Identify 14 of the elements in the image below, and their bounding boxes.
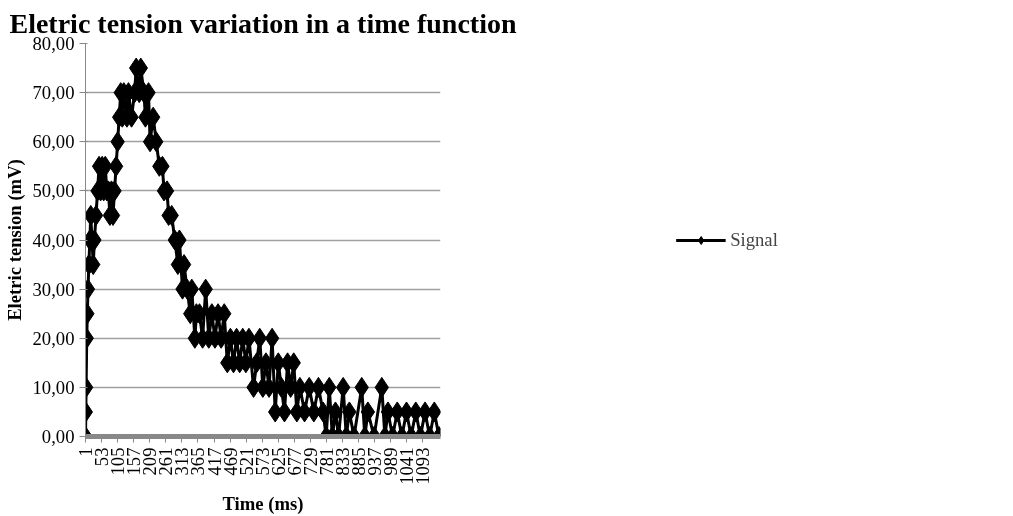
y-tick-label: 0,00 [41, 426, 75, 447]
y-tick-label: 60,00 [32, 131, 75, 153]
y-tick-label: 50,00 [32, 180, 75, 202]
y-tick-label: 40,00 [32, 229, 75, 251]
y-tick-label: 10,00 [32, 376, 75, 398]
y-tick-label: 70,00 [32, 82, 75, 104]
legend-label: Signal [730, 228, 778, 251]
y-axis-title: Eletric tension (mV) [3, 159, 26, 321]
x-axis-title: Time (ms) [222, 492, 304, 515]
y-tick-label: 80,00 [32, 33, 75, 54]
y-tick-label: 30,00 [32, 278, 75, 300]
y-tick-label: 20,00 [32, 327, 75, 349]
x-tick-label: 1 [75, 447, 96, 457]
x-tick-label: 1093 [412, 447, 434, 485]
